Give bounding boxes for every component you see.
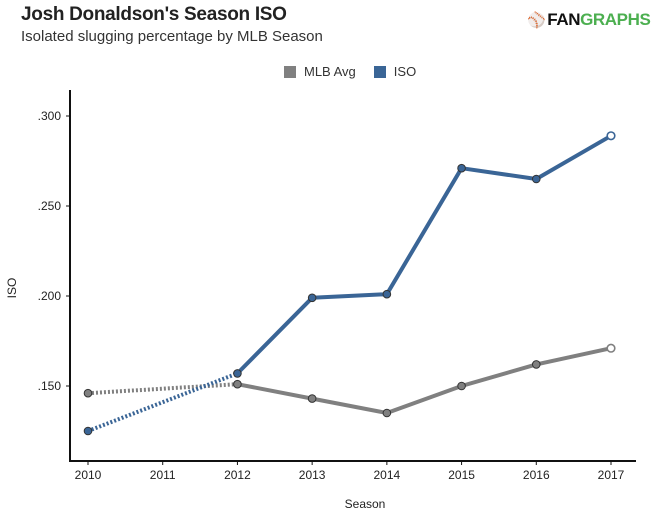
x-tick-label: 2013: [299, 468, 326, 482]
y-tick-label: .300: [38, 109, 62, 123]
legend-swatch-mlb-avg: [284, 65, 296, 78]
legend: MLB Avg ISO: [284, 64, 434, 79]
data-point-mlb-avg-2014: [382, 408, 392, 418]
data-point-iso-2017: [606, 131, 616, 141]
data-point-mlb-avg-2013: [307, 394, 317, 403]
data-point-mlb-avg-2017: [606, 343, 616, 353]
x-tick-label: 2016: [523, 468, 550, 482]
legend-item-mlb-avg[interactable]: MLB Avg: [284, 64, 356, 79]
data-point-iso-2010: [83, 426, 93, 436]
x-tick-label: 2015: [448, 468, 475, 482]
data-point-iso-2015: [457, 163, 466, 173]
series-iso-line: [236, 134, 613, 375]
series-iso-dotted-segment: [87, 371, 239, 433]
x-tick-label: 2014: [374, 468, 401, 482]
data-point-iso-2012: [233, 369, 242, 378]
x-tick-label: 2010: [75, 468, 102, 482]
data-point-iso-2016: [531, 174, 541, 184]
x-axis-label: Season: [345, 497, 386, 511]
x-tick-label: 2011: [150, 468, 176, 482]
logo-text-fan: FAN: [547, 10, 581, 29]
x-tick-label: 2012: [224, 468, 251, 482]
batter-icon: ⚾: [527, 12, 546, 29]
series-mlb-avg-line: [237, 346, 612, 415]
y-tick-label: .250: [38, 199, 62, 213]
legend-label-mlb-avg: MLB Avg: [304, 64, 356, 79]
x-tick-label: 2017: [598, 468, 625, 482]
data-point-mlb-avg-2016: [531, 360, 541, 369]
data-point-mlb-avg-2015: [457, 381, 466, 391]
data-point-iso-2013: [307, 293, 317, 303]
fangraphs-logo: ⚾ FAN GRAPHS: [527, 10, 651, 30]
legend-label-iso: ISO: [393, 64, 417, 79]
chart-subtitle: Isolated slugging percentage by MLB Seas…: [21, 28, 323, 45]
data-point-mlb-avg-2010: [83, 388, 93, 398]
logo-text-graphs: GRAPHS: [580, 10, 651, 29]
y-tick-label: .200: [38, 289, 62, 303]
chart-title: Josh Donaldson's Season ISO: [21, 4, 287, 25]
data-point-iso-2014: [382, 289, 392, 299]
series-mlb-avg-dotted-segment: [87, 382, 238, 396]
y-axis-label: ISO: [5, 278, 19, 299]
legend-item-iso[interactable]: ISO: [373, 64, 417, 79]
data-point-mlb-avg-2012: [233, 379, 242, 389]
legend-swatch-iso: [373, 65, 386, 78]
y-tick-label: .150: [38, 379, 62, 393]
